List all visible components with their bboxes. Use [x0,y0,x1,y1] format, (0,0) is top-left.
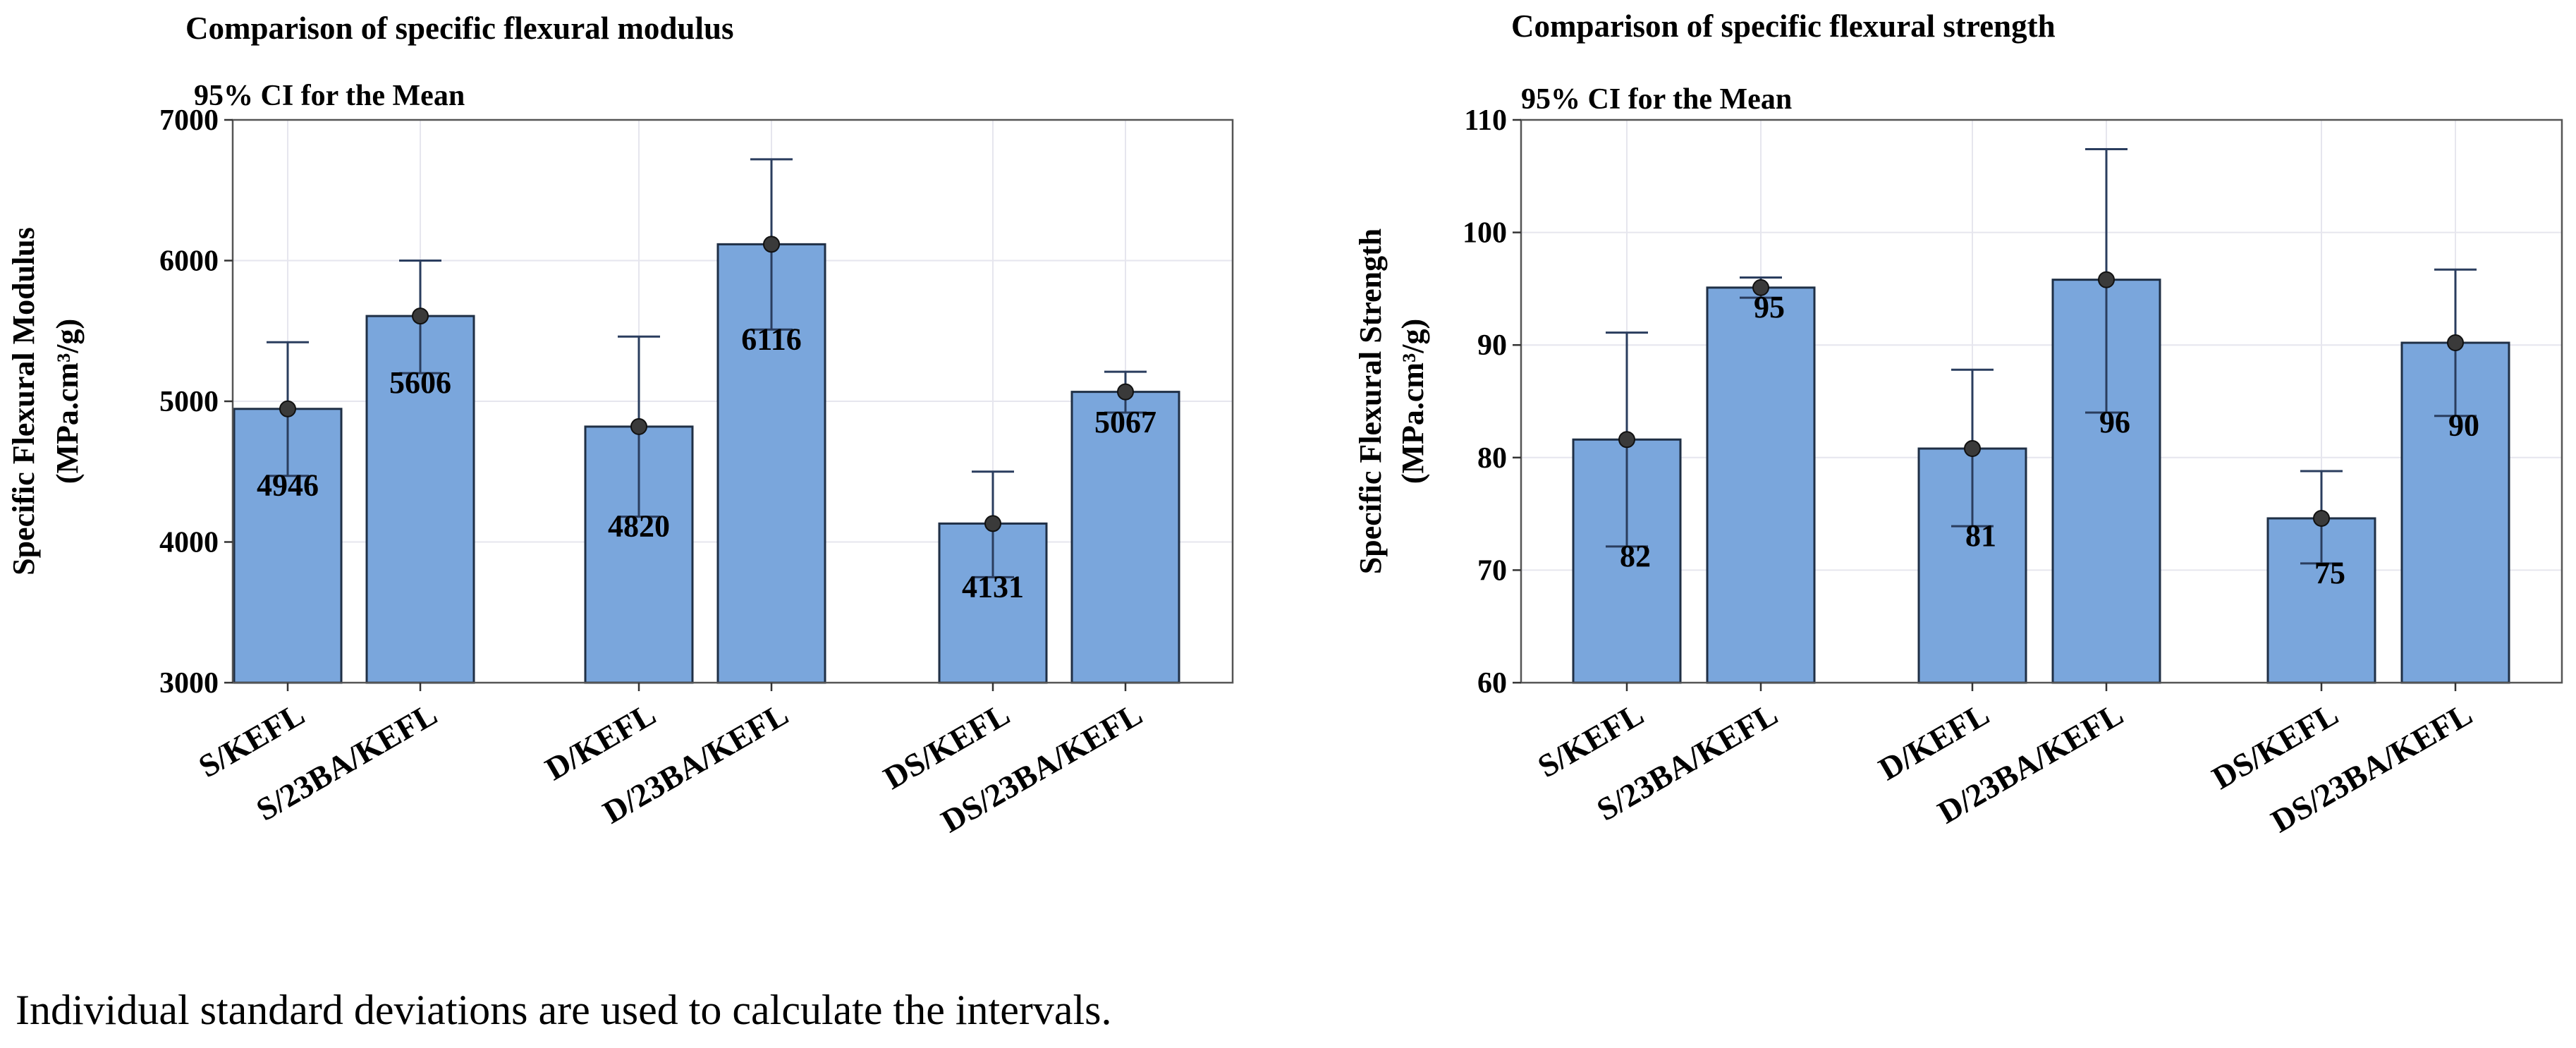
data-label: 90 [2448,408,2479,443]
mean-point [984,515,1001,532]
mean-point [1964,440,1981,458]
mean-point [630,418,647,435]
bar [1070,391,1180,684]
data-label: 5606 [389,365,451,400]
y-tick-label: 90 [1477,329,1507,362]
data-label: 4131 [962,569,1024,604]
chart-title: Comparison of specific flexural strength [1511,8,2056,44]
chart-title: Comparison of specific flexural modulus [185,11,734,46]
data-label: 4820 [608,509,670,544]
category-label: S/KEFL [193,695,310,784]
flexural-strength-chart: Comparison of specific flexural strength… [1353,8,2563,839]
data-label: 6116 [741,322,802,356]
plot-frame [1520,118,2563,684]
data-label: 82 [1620,539,1651,573]
y-tick-label: 4000 [159,527,219,559]
data-label: 81 [1965,518,1996,553]
y-tick-label: 7000 [159,104,219,137]
mean-point [412,307,429,325]
y-tick-label: 80 [1477,442,1507,475]
category-label: S/KEFL [1532,695,1649,784]
mean-point [1752,279,1769,296]
mean-point [2447,334,2464,352]
y-tick-label: 60 [1477,667,1507,700]
bar [1706,286,1816,684]
mean-point [1618,431,1635,449]
data-label: 5067 [1094,405,1156,439]
chart-subtitle: 95% CI for the Mean [1521,83,1792,116]
y-axis-unit: (MPa.cm³/g) [50,319,85,484]
y-tick-label: 3000 [159,667,219,700]
mean-point [2098,271,2115,288]
y-axis-unit: (MPa.cm³/g) [1396,319,1430,484]
y-tick-label: 70 [1477,554,1507,587]
chart-subtitle: 95% CI for the Mean [194,80,465,112]
data-label: 96 [2099,405,2130,439]
y-tick-label: 6000 [159,245,219,278]
mean-point [2313,509,2330,527]
y-tick-label: 110 [1464,104,1507,137]
y-axis-label: Specific Flexural Modulus [6,227,41,575]
data-label: 95 [1754,290,1785,324]
mean-point [279,400,296,418]
footnote: Individual standard deviations are used … [16,987,1112,1033]
flexural-modulus-chart: Comparison of specific flexural modulus … [6,11,1234,839]
y-tick-label: 100 [1463,217,1507,250]
data-label: 4946 [257,468,319,503]
y-axis-label: Specific Flexural Strength [1353,229,1388,574]
y-tick-label: 5000 [159,386,219,418]
data-label: 75 [2314,556,2345,590]
mean-point [1117,383,1134,401]
mean-point [763,236,780,253]
